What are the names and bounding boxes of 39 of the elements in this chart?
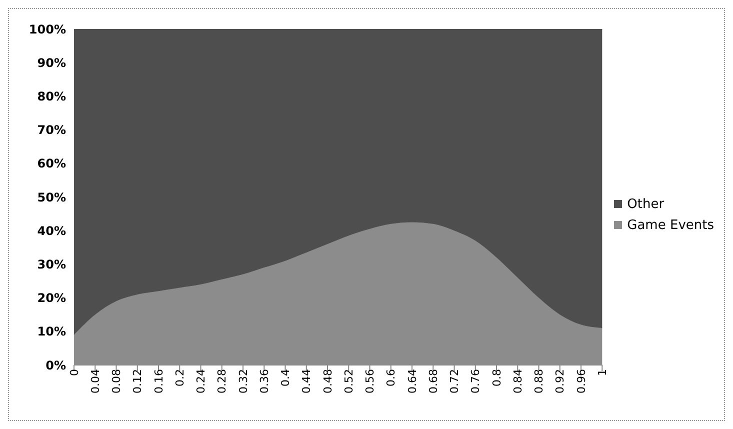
- x-tick-label: 0.08: [110, 369, 124, 394]
- x-tick-label: 0.16: [152, 369, 166, 394]
- x-tick-label: 0.68: [426, 369, 440, 394]
- x-tick-label: 0.84: [511, 369, 524, 394]
- y-tick-label: 30%: [37, 257, 66, 272]
- x-tick-label: 0.76: [469, 369, 482, 394]
- x-tick-label: 0.44: [300, 369, 314, 394]
- y-tick-label: 10%: [37, 324, 66, 339]
- y-tick-label: 80%: [37, 89, 66, 104]
- x-tick-label: 0.4: [279, 369, 292, 386]
- x-tick-label: 0.6: [384, 369, 398, 386]
- legend-label: Other: [627, 196, 664, 212]
- x-tick-label: 0.24: [194, 369, 208, 394]
- y-tick-label: 70%: [37, 123, 66, 138]
- x-tick-label: 0.04: [88, 369, 102, 394]
- x-tick-label: 0.96: [574, 369, 588, 394]
- x-tick-label: 0.72: [448, 369, 462, 394]
- x-tick-label: 0.92: [554, 369, 567, 394]
- x-tick-label: 0.36: [258, 369, 271, 394]
- x-tick-label: 0.32: [236, 369, 250, 394]
- y-tick-label: 100%: [28, 22, 66, 36]
- y-tick-label: 90%: [37, 56, 66, 70]
- x-tick-label: 0.28: [216, 369, 229, 394]
- x-tick-label: 0.2: [173, 369, 186, 386]
- y-tick-label: 60%: [37, 156, 66, 171]
- x-tick-label: 0.56: [364, 369, 377, 394]
- x-tick-label: 0.64: [406, 369, 419, 394]
- x-tick-label: 0.8: [490, 369, 504, 386]
- y-tick-label: 50%: [37, 190, 66, 204]
- x-tick-label: 0.12: [131, 369, 144, 394]
- x-tick-label: 0.88: [532, 369, 546, 394]
- legend-label: Game Events: [627, 218, 714, 232]
- y-tick-label: 0%: [46, 358, 66, 372]
- x-tick-label: 0.52: [342, 369, 356, 394]
- x-tick-label: 1: [596, 369, 609, 376]
- y-tick-label: 20%: [37, 291, 66, 306]
- y-tick-label: 40%: [37, 224, 66, 238]
- x-tick-label: 0.48: [321, 369, 334, 394]
- x-tick-label: 0: [68, 369, 81, 376]
